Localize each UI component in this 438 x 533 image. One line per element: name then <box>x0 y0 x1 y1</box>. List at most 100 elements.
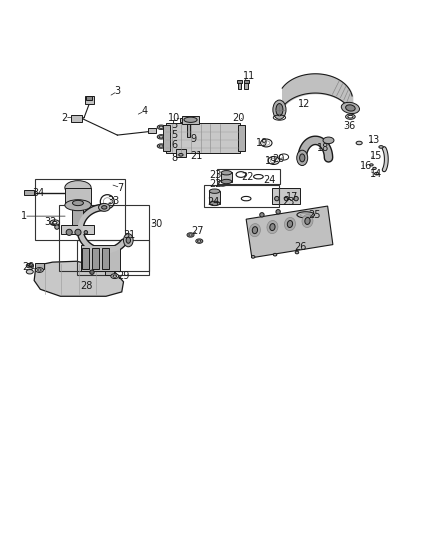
Bar <box>81 245 120 271</box>
Text: 12: 12 <box>298 99 311 109</box>
Bar <box>166 123 240 152</box>
Bar <box>163 125 170 151</box>
Circle shape <box>90 270 94 274</box>
Ellipse shape <box>28 265 32 266</box>
Ellipse shape <box>273 253 277 256</box>
Ellipse shape <box>50 220 60 225</box>
Ellipse shape <box>102 206 107 209</box>
Text: 11: 11 <box>243 71 255 82</box>
Text: 13: 13 <box>368 135 381 146</box>
Text: 31: 31 <box>123 230 135 240</box>
Text: 8: 8 <box>171 153 177 163</box>
Bar <box>182 116 199 124</box>
Ellipse shape <box>297 150 307 166</box>
Ellipse shape <box>370 164 373 166</box>
Text: 26: 26 <box>294 242 306 252</box>
Bar <box>272 188 300 204</box>
Ellipse shape <box>300 154 305 162</box>
Ellipse shape <box>284 217 296 231</box>
Text: 27: 27 <box>192 225 204 236</box>
Text: 33: 33 <box>107 196 119 206</box>
Text: 6: 6 <box>171 140 177 150</box>
Polygon shape <box>246 206 333 258</box>
Bar <box>102 248 109 269</box>
Ellipse shape <box>323 137 334 143</box>
Ellipse shape <box>159 126 163 128</box>
Circle shape <box>84 231 88 234</box>
Ellipse shape <box>159 136 163 138</box>
Bar <box>35 179 125 240</box>
Text: 25: 25 <box>308 210 321 220</box>
Ellipse shape <box>276 103 283 116</box>
Ellipse shape <box>26 263 33 268</box>
Ellipse shape <box>99 204 110 211</box>
Bar <box>65 188 91 205</box>
Bar <box>72 203 83 227</box>
Bar <box>187 123 190 137</box>
Text: 28: 28 <box>81 281 93 291</box>
Bar <box>85 96 94 103</box>
Ellipse shape <box>65 200 91 211</box>
Circle shape <box>284 197 289 201</box>
Ellipse shape <box>295 251 299 254</box>
Ellipse shape <box>267 221 278 233</box>
Bar <box>238 125 245 151</box>
Bar <box>238 81 241 88</box>
Ellipse shape <box>157 135 165 139</box>
Text: 36: 36 <box>343 122 356 131</box>
Bar <box>237 80 242 83</box>
Ellipse shape <box>252 227 258 233</box>
Ellipse shape <box>124 233 133 247</box>
Text: 4: 4 <box>141 106 148 116</box>
Text: 22: 22 <box>209 179 222 189</box>
Ellipse shape <box>251 255 255 258</box>
Text: 24: 24 <box>208 197 220 207</box>
Text: 29: 29 <box>22 262 35 272</box>
Ellipse shape <box>305 217 310 224</box>
Circle shape <box>276 209 280 214</box>
Ellipse shape <box>65 181 91 195</box>
Ellipse shape <box>249 224 261 237</box>
Ellipse shape <box>221 179 232 184</box>
Circle shape <box>55 225 59 229</box>
Ellipse shape <box>209 189 220 193</box>
Ellipse shape <box>374 172 379 175</box>
Bar <box>244 81 248 88</box>
Text: 16: 16 <box>360 161 372 171</box>
Ellipse shape <box>346 105 355 111</box>
Ellipse shape <box>159 145 163 147</box>
Bar <box>77 240 149 275</box>
Text: 5: 5 <box>171 120 177 131</box>
Ellipse shape <box>341 102 360 114</box>
Ellipse shape <box>126 237 131 243</box>
Ellipse shape <box>189 234 192 236</box>
Text: 19: 19 <box>265 156 277 166</box>
Ellipse shape <box>379 146 383 148</box>
Bar <box>204 185 279 207</box>
Ellipse shape <box>157 144 165 148</box>
Bar <box>244 80 249 83</box>
Ellipse shape <box>287 221 293 228</box>
Ellipse shape <box>184 117 197 123</box>
Ellipse shape <box>356 141 362 145</box>
Ellipse shape <box>196 239 203 243</box>
Circle shape <box>260 213 264 217</box>
Bar <box>80 190 89 195</box>
Text: 23: 23 <box>209 171 222 180</box>
Bar <box>24 190 34 195</box>
Text: 21: 21 <box>190 151 202 161</box>
Ellipse shape <box>53 221 57 224</box>
Text: 9: 9 <box>191 134 197 143</box>
Circle shape <box>275 197 279 201</box>
Circle shape <box>75 229 81 236</box>
Ellipse shape <box>38 269 41 271</box>
Text: 10: 10 <box>168 112 180 123</box>
Ellipse shape <box>221 171 232 175</box>
Text: 30: 30 <box>151 219 163 229</box>
Text: 1: 1 <box>21 211 27 221</box>
Bar <box>86 96 92 100</box>
Ellipse shape <box>209 201 220 206</box>
Bar <box>35 263 44 269</box>
Text: 3: 3 <box>114 86 120 96</box>
Circle shape <box>294 197 298 201</box>
